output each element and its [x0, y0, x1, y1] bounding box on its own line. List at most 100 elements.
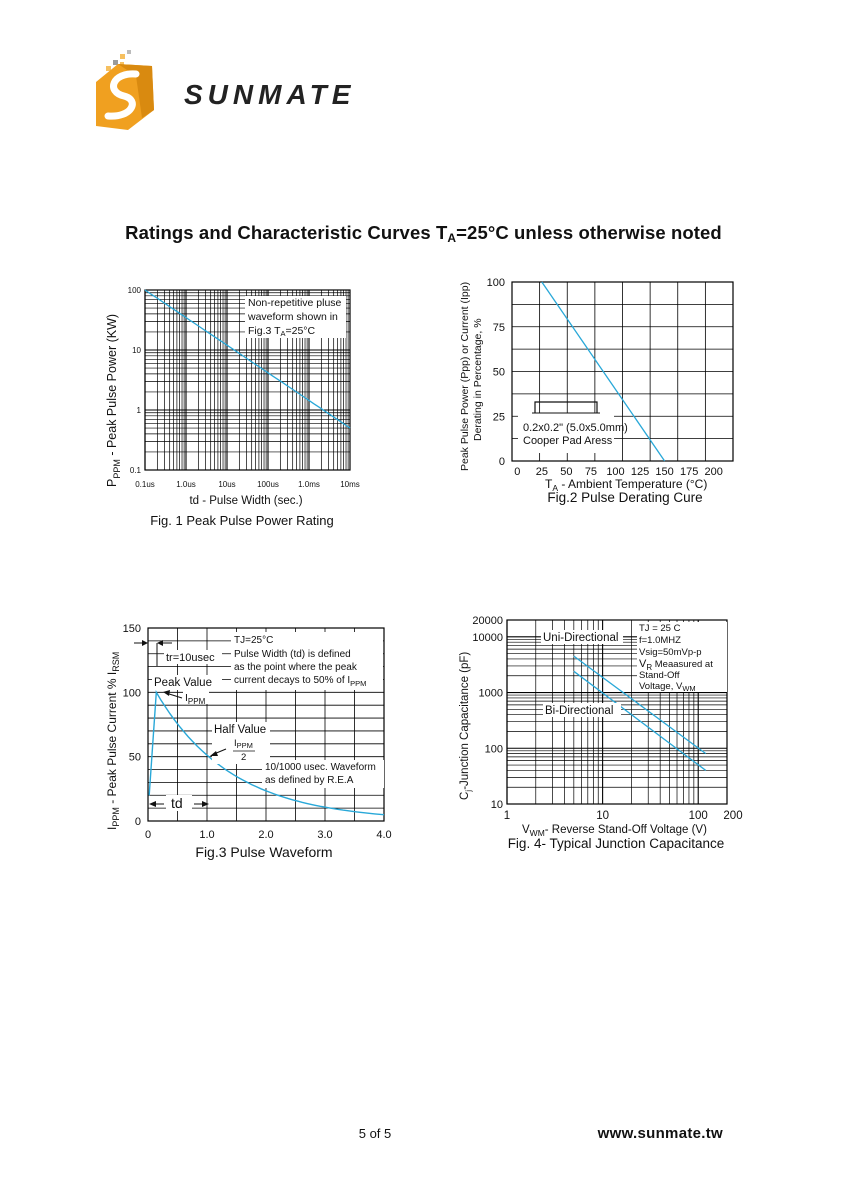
page-title: Ratings and Characteristic Curves TA=25°…	[0, 222, 847, 245]
fig1-y-tick-label: 10	[132, 346, 141, 355]
fig3-td-arrow-head-right	[202, 801, 209, 807]
fig4-bi-label: Bi-Directional	[545, 705, 613, 717]
fig3-tr-arrow-head-left	[142, 640, 148, 646]
fig2-pad-line1: 0.2x0.2" (5.0x5.0mm)	[523, 422, 628, 434]
fig2-y-tick-label: 0	[499, 456, 505, 468]
fig4-x-tick-labels: 1 10 100 200	[504, 810, 743, 822]
fig1-x-axis-title: td - Pulse Width (sec.)	[189, 495, 302, 507]
fig2-y-axis-title-2: Derating in Percentage, %	[472, 318, 484, 441]
footer-website-link[interactable]: www.sunmate.tw	[560, 1125, 723, 1142]
fig4-x-tick-label: 1	[504, 810, 510, 822]
fig2-x-axis-rest: - Ambient Temperature (°C)	[558, 477, 707, 491]
fig3-ippm-sub: PPM	[188, 697, 206, 706]
fig3-y-axis-mid: - Peak Pulse Current % I	[105, 672, 119, 807]
fig3-note-line1: Pulse Width (td) is defined	[234, 649, 351, 660]
title-main: Ratings and Characteristic Curves T	[125, 222, 447, 243]
fig4-note-volt-main: Voltage, V	[639, 681, 683, 692]
fig1-peak-pulse-power-chart: 100 10 1 0.1 0.1us 1.0us 10us 100us 1.0ms 10ms N…	[100, 280, 350, 540]
title-rest: =25°C unless otherwise noted	[456, 222, 722, 243]
fig1-note-line3-main: Fig.3 T	[248, 325, 281, 337]
fig2-x-tick-label: 0	[514, 466, 520, 478]
fig1-y-tick-label: 0.1	[130, 466, 142, 475]
fig3-y-axis-sub2: RSM	[111, 652, 121, 672]
fig2-pad-line2: Cooper Pad Aress	[523, 435, 613, 447]
fig3-half-frac-num-sub: PPM	[237, 741, 253, 750]
fig3-y-tick-labels: 150 100 50 0	[123, 623, 141, 828]
fig1-note-line3-rest: =25°C	[286, 325, 316, 337]
fig4-note-line5: Stand-Off	[639, 670, 680, 681]
fig3-y-axis-sub1: PPM	[111, 807, 121, 827]
fig3-x-tick-label: 3.0	[317, 829, 332, 841]
fig4-y-axis-main: C	[459, 792, 471, 800]
logo-wordmark: SUNMATE	[184, 79, 355, 110]
fig3-half-value-label: Half Value	[214, 724, 266, 736]
fig3-note-line3-main: current decays to 50% of I	[234, 675, 350, 686]
fig3-x-tick-labels: 0 1.0 2.0 3.0 4.0	[145, 829, 392, 841]
fig2-caption: Fig.2 Pulse Derating Cure	[547, 490, 702, 505]
fig4-x-axis-rest: - Reverse Stand-Off Voltage (V)	[545, 824, 707, 836]
fig3-waveform-note-line1: 10/1000 usec. Waveform	[265, 762, 376, 773]
fig4-note-vr-rest: Meaasured at	[652, 659, 713, 670]
fig3-note-line2: as the point where the peak	[234, 662, 358, 673]
fig3-pulse-waveform-chart: 150100500 0 1.0 2.0 3.0 4.0 tr=10usec TJ=25°…	[100, 618, 400, 868]
fig3-y-tick-label: 0	[135, 816, 141, 828]
fig4-y-tick-label: 100	[485, 743, 503, 755]
fig4-junction-capacitance-chart: 2000010000100010010 1 10 100 200 Uni-Direct…	[452, 608, 752, 853]
fig3-x-tick-label: 4.0	[376, 829, 391, 841]
fig4-note-line1: TJ = 25 C	[639, 623, 681, 634]
fig2-y-tick-label: 25	[493, 411, 505, 423]
fig4-y-axis-title: Cj-Junction Capacitance (pF)	[459, 652, 473, 800]
fig1-y-axis-rest: - Peak Pulse Power (KW)	[105, 314, 119, 459]
fig4-note-line3: Vsig=50mVp-p	[639, 647, 702, 658]
fig3-tr-label: tr=10usec	[166, 652, 215, 664]
fig3-caption: Fig.3 Pulse Waveform	[195, 844, 332, 860]
fig3-y-axis-title: IPPM - Peak Pulse Current % IRSM	[105, 652, 121, 830]
fig1-x-tick-label: 1.0ms	[298, 480, 320, 489]
fig2-y-tick-label: 100	[487, 277, 505, 289]
fig4-y-axis-rest: -Junction Capacitance (pF)	[459, 652, 471, 790]
fig1-x-tick-label: 10us	[218, 480, 235, 489]
fig3-x-tick-label: 0	[145, 829, 151, 841]
title-sub: A	[447, 231, 456, 245]
fig4-x-tick-label: 200	[723, 810, 742, 822]
fig3-y-tick-label: 50	[129, 752, 141, 764]
fig4-uni-label: Uni-Directional	[543, 632, 618, 644]
fig1-caption: Fig. 1 Peak Pulse Power Rating	[150, 513, 334, 528]
fig1-x-tick-label: 0.1us	[135, 480, 155, 489]
fig2-y-tick-label: 75	[493, 322, 505, 334]
fig2-y-tick-labels: 100 75 50 25 0	[487, 277, 505, 468]
fig3-td-arrow-head-left	[149, 801, 156, 807]
fig3-x-tick-label: 1.0	[199, 829, 214, 841]
fig3-peak-arrow-head	[163, 690, 170, 696]
fig1-note-line1: Non-repetitive pluse	[248, 297, 342, 309]
fig4-x-tick-label: 10	[596, 810, 609, 822]
fig1-y-tick-labels: 100 10 1 0.1	[128, 286, 142, 475]
fig3-tj-label: TJ=25°C	[234, 635, 273, 646]
fig3-note-line3-sub: PPM	[350, 679, 366, 688]
fig1-y-axis-main: P	[105, 479, 119, 487]
fig4-note-volt-sub: WM	[682, 684, 695, 693]
sunmate-logo: SUNMATE	[92, 48, 362, 138]
fig3-waveform-note-line2: as defined by R.E.A	[265, 775, 354, 786]
page-number: 5 of 5	[340, 1126, 410, 1141]
fig2-y-axis-title-1: Peak Pulse Power (Ppp) or Current (Ipp)	[459, 282, 471, 471]
fig3-peak-value-label: Peak Value	[154, 677, 212, 689]
fig1-x-tick-label: 100us	[257, 480, 279, 489]
fig3-y-tick-label: 150	[123, 623, 141, 635]
fig4-y-tick-label: 10	[491, 799, 503, 811]
fig1-x-tick-labels: 0.1us 1.0us 10us 100us 1.0ms 10ms	[135, 480, 360, 489]
fig4-x-tick-label: 100	[689, 810, 708, 822]
fig1-note-line2: waveform shown in	[247, 311, 338, 323]
fig1-x-tick-label: 1.0us	[176, 480, 196, 489]
fig1-y-axis-sub: PPM	[112, 459, 122, 479]
fig4-note-line2: f=1.0MHZ	[639, 635, 681, 646]
fig3-y-tick-label: 100	[123, 687, 141, 699]
fig4-y-tick-label: 10000	[472, 632, 503, 644]
fig1-x-tick-label: 10ms	[340, 480, 360, 489]
fig4-y-tick-label: 20000	[472, 615, 503, 627]
fig3-half-frac-den: 2	[241, 752, 246, 763]
fig2-pulse-derating-chart: 1007550250 0 25 50 75 100 125 150 175 200 0.2x0.…	[452, 275, 742, 510]
fig1-y-tick-label: 1	[137, 406, 142, 415]
fig4-y-tick-labels: 20000 10000 1000 100 10	[472, 615, 503, 811]
fig2-y-tick-label: 50	[493, 367, 505, 379]
